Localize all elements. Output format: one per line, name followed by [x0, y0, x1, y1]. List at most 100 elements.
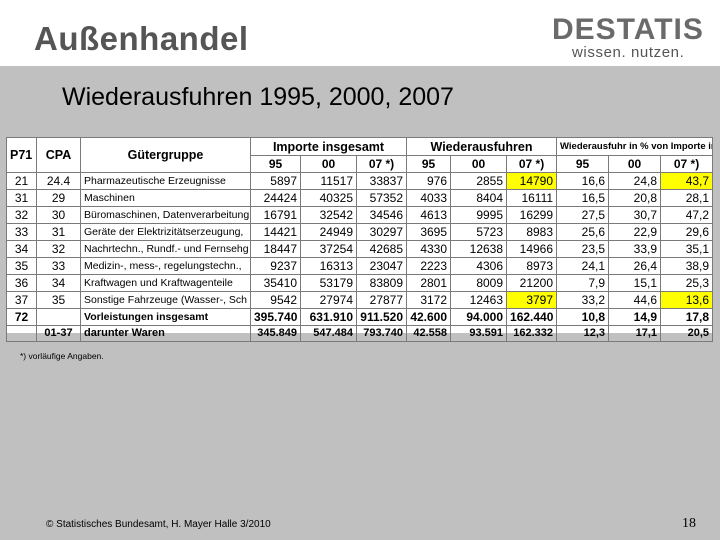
table-cell: 33,2 — [556, 291, 610, 309]
header-importe: Importe insgesamt — [249, 137, 408, 156]
table-cell: 12,3 — [556, 325, 610, 342]
table-cell: 793.740 — [355, 325, 408, 342]
table-cell: 12463 — [450, 291, 508, 309]
table-cell: 2855 — [450, 172, 508, 190]
table-row: 72 Vorleistungen insgesamt 395.740 631.910 9… — [6, 308, 714, 326]
table-cell: 10,8 — [556, 308, 610, 326]
table-cell: 33,9 — [608, 240, 662, 258]
table-cell: 27,5 — [556, 206, 610, 224]
table-cell: darunter Waren — [80, 325, 251, 342]
table-cell: 27974 — [300, 291, 357, 309]
table-cell: 14790 — [506, 172, 558, 190]
destatis-logo: DESTATIS wissen. nutzen. — [552, 13, 704, 62]
table-cell: 31 — [36, 223, 81, 241]
summary-row: 01-37 darunter Waren 345.849 547.484 793… — [6, 325, 714, 342]
year-header: 95 — [406, 155, 452, 173]
table-cell: 4330 — [406, 240, 452, 258]
logo-wordmark: DESTATIS — [552, 13, 704, 46]
table-cell: 01-37 — [36, 325, 81, 342]
slide-subtitle: Wiederausfuhren 1995, 2000, 2007 — [62, 83, 454, 111]
header-cpa: CPA — [36, 137, 81, 173]
table-cell: 7,9 — [556, 274, 610, 292]
table-cell: 38,9 — [660, 257, 714, 275]
year-header: 00 — [450, 155, 508, 173]
table-cell: 42.558 — [406, 325, 452, 342]
table-cell: 395.740 — [250, 308, 301, 326]
table-cell: 31 — [6, 189, 37, 207]
year-header: 07 *) — [506, 155, 558, 173]
table-cell: 36 — [6, 274, 37, 292]
table-cell: 35,1 — [660, 240, 714, 258]
table-cell: 547.484 — [300, 325, 357, 342]
table-cell — [36, 308, 81, 326]
table-cell: 23,5 — [556, 240, 610, 258]
header-row-years: 95 00 07 *) 95 00 07 *) 95 00 07 *) — [7, 155, 714, 173]
table-cell: 16,6 — [556, 172, 610, 190]
table-cell: 16,5 — [556, 189, 610, 207]
table-cell: 23047 — [355, 257, 408, 275]
table-cell — [6, 325, 37, 342]
table-cell: 8009 — [450, 274, 508, 292]
table-cell: 21 — [6, 172, 37, 190]
table-cell: 3797 — [506, 291, 558, 309]
table-cell: 9542 — [250, 291, 301, 309]
table-cell: 42685 — [355, 240, 408, 258]
table-cell: 35 — [36, 291, 81, 309]
data-table-container: P71 CPA Gütergruppe Importe insgesamt Wi… — [6, 137, 714, 342]
table-cell: 11517 — [300, 172, 357, 190]
table-cell: 9237 — [250, 257, 301, 275]
table-cell: 4306 — [450, 257, 508, 275]
table-cell: 35 — [6, 257, 37, 275]
table-cell: 4033 — [406, 189, 452, 207]
table-cell: 8973 — [506, 257, 558, 275]
header-guetergruppe: Gütergruppe — [80, 137, 251, 173]
table-cell: Geräte der Elektrizitätserzeugung, — [80, 223, 251, 241]
table-cell: 14,9 — [608, 308, 662, 326]
table-cell: 40325 — [300, 189, 357, 207]
table-cell: 5723 — [450, 223, 508, 241]
table-cell: 976 — [406, 172, 452, 190]
footnote: *) vorläufige Angaben. — [20, 351, 104, 361]
table-cell: 32542 — [300, 206, 357, 224]
table-cell: 32 — [6, 206, 37, 224]
table-cell: 83809 — [355, 274, 408, 292]
year-header: 95 — [250, 155, 301, 173]
table-cell: 162.332 — [506, 325, 558, 342]
table-cell: 37 — [6, 291, 37, 309]
table-cell: 72 — [6, 308, 37, 326]
table-cell: 3695 — [406, 223, 452, 241]
table-cell: 44,6 — [608, 291, 662, 309]
table-cell: Vorleistungen insgesamt — [80, 308, 251, 326]
header-p71: P71 — [6, 137, 37, 173]
table-cell: 33 — [36, 257, 81, 275]
table-cell: 35410 — [250, 274, 301, 292]
table-cell: 43,7 — [660, 172, 714, 190]
year-header: 07 *) — [355, 155, 408, 173]
header-anteil: Wiederausfuhr in % von Importe ins — [556, 137, 714, 156]
table-cell: Medizin-, mess-, regelungstechn., — [80, 257, 251, 275]
table-cell: 32 — [36, 240, 81, 258]
table-cell: 24.4 — [36, 172, 81, 190]
header-wiederausfuhren: Wiederausfuhren — [406, 137, 558, 156]
table-cell: 42.600 — [406, 308, 452, 326]
table-row: 21 24.4 Pharmazeutische Erzeugnisse 5897 115… — [6, 172, 714, 190]
table-cell: 34 — [36, 274, 81, 292]
table-cell: Sonstige Fahrzeuge (Wasser-, Sch — [80, 291, 251, 309]
table-cell: 2223 — [406, 257, 452, 275]
table-cell: 13,6 — [660, 291, 714, 309]
table-cell: 29 — [36, 189, 81, 207]
table-cell: 21200 — [506, 274, 558, 292]
top-banner: Außenhandel DESTATIS wissen. nutzen. — [0, 0, 720, 66]
table-cell: 12638 — [450, 240, 508, 258]
table-cell: 30,7 — [608, 206, 662, 224]
table-cell: 911.520 — [355, 308, 408, 326]
table-cell: Kraftwagen und Kraftwagenteile — [80, 274, 251, 292]
table-cell: 24,8 — [608, 172, 662, 190]
table-cell: 17,1 — [608, 325, 662, 342]
year-header: 00 — [608, 155, 662, 173]
page-title: Außenhandel — [34, 20, 249, 57]
year-header: 07 *) — [660, 155, 714, 173]
table-cell: 93.591 — [450, 325, 508, 342]
table-cell: 18447 — [250, 240, 301, 258]
table-cell: 94.000 — [450, 308, 508, 326]
